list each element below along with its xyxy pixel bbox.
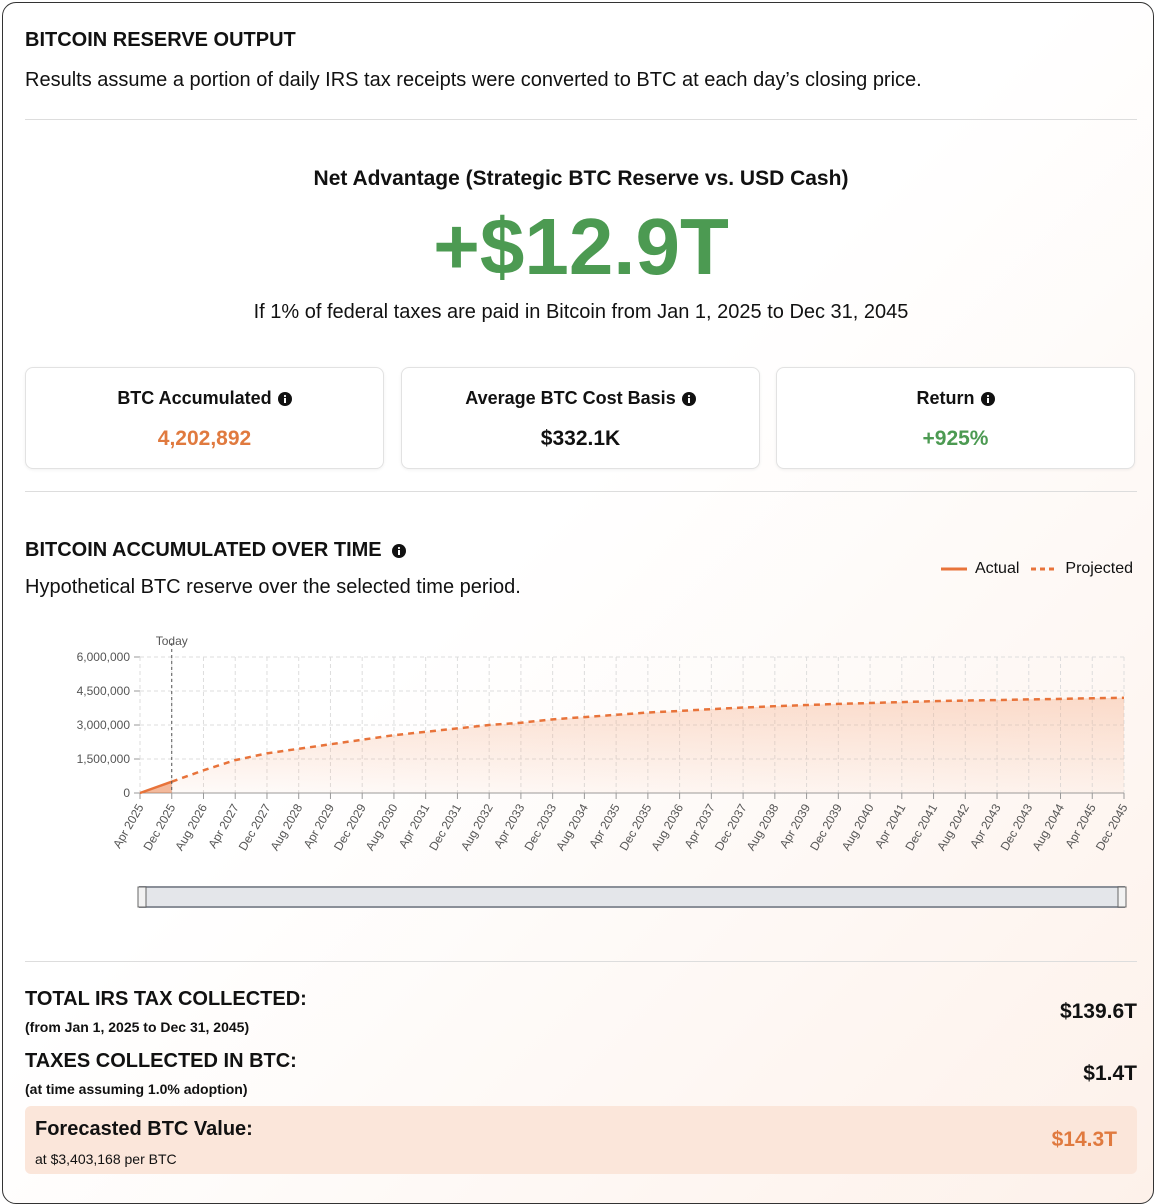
summary-value: $14.3T — [1051, 1128, 1117, 1151]
summary-row: TOTAL IRS TAX COLLECTED: (from Jan 1, 20… — [25, 988, 1137, 1048]
stat-value: $332.1K — [540, 427, 621, 450]
summary-label: TOTAL IRS TAX COLLECTED: — [25, 988, 307, 1010]
y-tick-label: 6,000,000 — [77, 650, 131, 664]
summary-value: $139.6T — [1059, 1000, 1137, 1023]
legend-swatch — [1031, 567, 1058, 571]
stat-label: Return — [916, 388, 975, 408]
stat-label: Average BTC Cost Basis — [465, 388, 676, 408]
divider — [25, 491, 1137, 492]
y-tick-label: 0 — [123, 786, 130, 800]
slider-handle — [1117, 886, 1127, 908]
series-area — [171, 697, 1124, 793]
summary-note: at $3,403,168 per BTC — [35, 1151, 177, 1167]
stat-card: Return +925% — [776, 367, 1135, 469]
range-slider — [139, 886, 1125, 908]
legend-label: Projected — [1065, 560, 1133, 577]
today-label: Today — [156, 634, 188, 648]
summary-value: $1.4T — [1083, 1062, 1137, 1085]
slider-handle — [137, 886, 147, 908]
y-tick-label: 3,000,000 — [77, 718, 131, 732]
series-line — [139, 780, 173, 795]
stat-value: 4,202,892 — [157, 427, 252, 450]
stat-card: Average BTC Cost Basis $332.1K — [401, 367, 760, 469]
summary-note: (from Jan 1, 2025 to Dec 31, 2045) — [25, 1019, 250, 1035]
info-icon[interactable] — [980, 391, 995, 406]
chart-title: BITCOIN ACCUMULATED OVER TIME — [25, 539, 382, 561]
divider — [25, 119, 1137, 120]
net-advantage-label: Net Advantage (Strategic BTC Reserve vs.… — [313, 167, 849, 190]
legend-item[interactable]: Projected — [1031, 560, 1133, 578]
divider — [25, 961, 1137, 962]
summary-label: TAXES COLLECTED IN BTC: — [25, 1050, 297, 1072]
chart: 01,500,0003,000,0004,500,0006,000,000Apr… — [77, 634, 1131, 908]
net-advantage-note: If 1% of federal taxes are paid in Bitco… — [253, 301, 909, 323]
info-icon[interactable] — [277, 391, 292, 406]
chart-subtitle: Hypothetical BTC reserve over the select… — [25, 576, 521, 598]
info-icon[interactable] — [391, 543, 406, 558]
net-advantage-value: +$12.9T — [433, 202, 729, 291]
summary-note: (at time assuming 1.0% adoption) — [25, 1081, 248, 1097]
header-subtitle: Results assume a portion of daily IRS ta… — [25, 69, 922, 91]
legend-item[interactable]: Actual — [940, 560, 1020, 578]
header-title: BITCOIN RESERVE OUTPUT — [25, 29, 296, 51]
legend: Actual Projected — [940, 560, 1133, 578]
legend-label: Actual — [974, 560, 1020, 577]
y-tick-label: 4,500,000 — [77, 684, 131, 698]
summary-highlight: Forecasted BTC Value: at $3,403,168 per … — [25, 1106, 1137, 1174]
summary-row: TAXES COLLECTED IN BTC: (at time assumin… — [25, 1050, 1137, 1110]
y-tick-label: 1,500,000 — [77, 752, 131, 766]
summary-label: Forecasted BTC Value: — [35, 1118, 253, 1140]
stat-card: BTC Accumulated 4,202,892 — [25, 367, 384, 469]
stat-label: BTC Accumulated — [117, 388, 272, 408]
legend-swatch — [940, 567, 967, 571]
info-icon[interactable] — [681, 391, 696, 406]
stat-value: +925% — [922, 427, 989, 450]
